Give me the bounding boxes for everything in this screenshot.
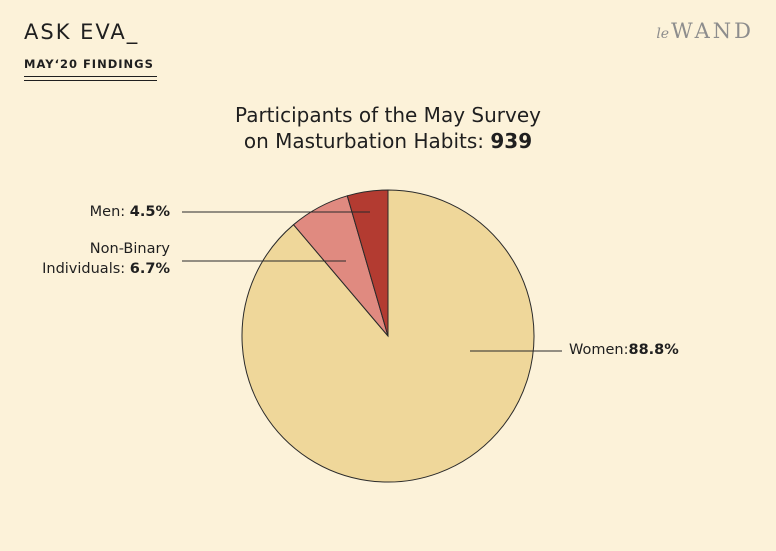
chart-title: Participants of the May Survey on Mastur… [0, 102, 776, 154]
logo-main: WAND [671, 19, 754, 43]
label-nonbinary-value: 6.7% [129, 261, 170, 277]
label-nonbinary-line2: Individuals: 6.7% [42, 259, 170, 279]
chart-title-line2-text: on Masturbation Habits: [243, 129, 484, 153]
label-women-value: 88.8% [628, 342, 679, 358]
lewand-logo: leWAND [656, 19, 754, 43]
label-nonbinary: Non-Binary Individuals: 6.7% [42, 239, 170, 279]
label-men: Men: 4.5% [90, 202, 170, 222]
findings-subtitle: MAY‘20 FINDINGS [24, 57, 157, 81]
label-men-value: 4.5% [129, 204, 170, 220]
label-nonbinary-name: Individuals: [42, 261, 126, 277]
label-women-name: Women: [569, 342, 629, 358]
brand-title: ASK EVA_ [24, 20, 140, 44]
label-nonbinary-line1: Non-Binary [89, 241, 170, 257]
chart-title-line1: Participants of the May Survey [235, 103, 541, 127]
chart-title-line2: on Masturbation Habits: 939 [0, 128, 776, 154]
label-men-name: Men: [89, 204, 126, 220]
pie-slice-men [346, 189, 389, 337]
logo-prefix: le [656, 26, 670, 42]
label-women: Women:88.8% [569, 340, 679, 360]
chart-title-total: 939 [490, 129, 533, 153]
